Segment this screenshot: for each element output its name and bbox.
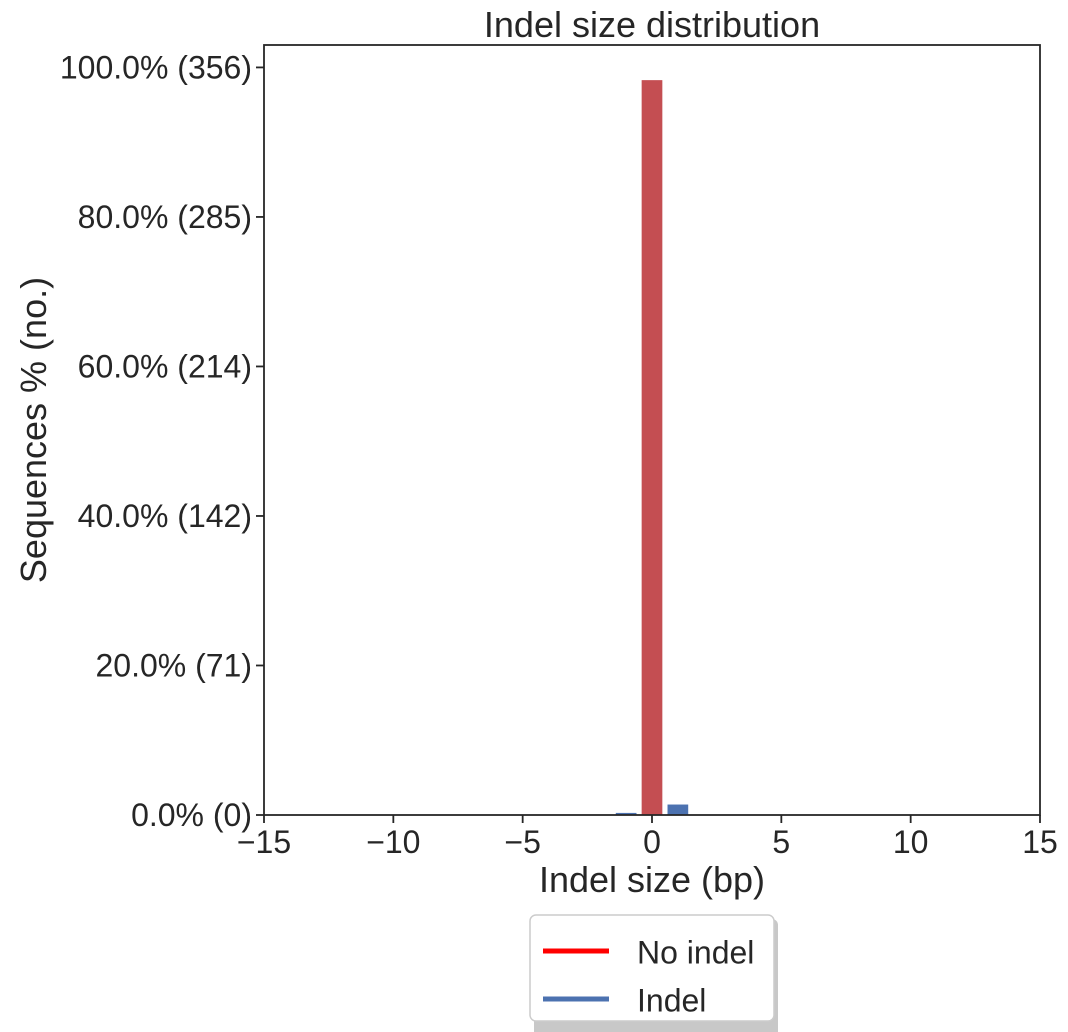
x-axis: −15 −10 −5 0 5 10 15 — [237, 815, 1058, 860]
legend-label-indel: Indel — [637, 982, 706, 1018]
y-tick-label: 80.0% (285) — [78, 199, 252, 235]
x-axis-label: Indel size (bp) — [539, 859, 765, 900]
x-tick-label: 5 — [772, 824, 790, 860]
x-tick-label: 0 — [643, 824, 661, 860]
y-tick-label: 100.0% (356) — [60, 49, 252, 85]
x-tick-label: −15 — [237, 824, 291, 860]
y-axis-label: Sequences % (no.) — [13, 277, 54, 583]
bar-no-indel-0 — [641, 80, 663, 815]
y-tick-label: 0.0% (0) — [131, 797, 252, 833]
y-tick-label: 40.0% (142) — [78, 498, 252, 534]
bar-indel-1 — [667, 804, 689, 815]
x-tick-label: −10 — [366, 824, 420, 860]
bar-indel-0 — [615, 812, 637, 815]
y-tick-label: 20.0% (71) — [95, 647, 252, 683]
legend-box — [529, 914, 775, 1022]
x-tick-label: 15 — [1022, 824, 1058, 860]
bars-layer — [615, 80, 689, 815]
x-tick-label: −5 — [504, 824, 540, 860]
y-axis: 0.0% (0) 20.0% (71) 40.0% (142) 60.0% (214)… — [60, 49, 264, 833]
x-tick-label: 10 — [893, 824, 929, 860]
chart-title: Indel size distribution — [484, 4, 820, 45]
y-tick-label: 60.0% (214) — [78, 348, 252, 384]
legend-label-no-indel: No indel — [637, 934, 754, 970]
legend: No indel Indel — [529, 914, 778, 1032]
